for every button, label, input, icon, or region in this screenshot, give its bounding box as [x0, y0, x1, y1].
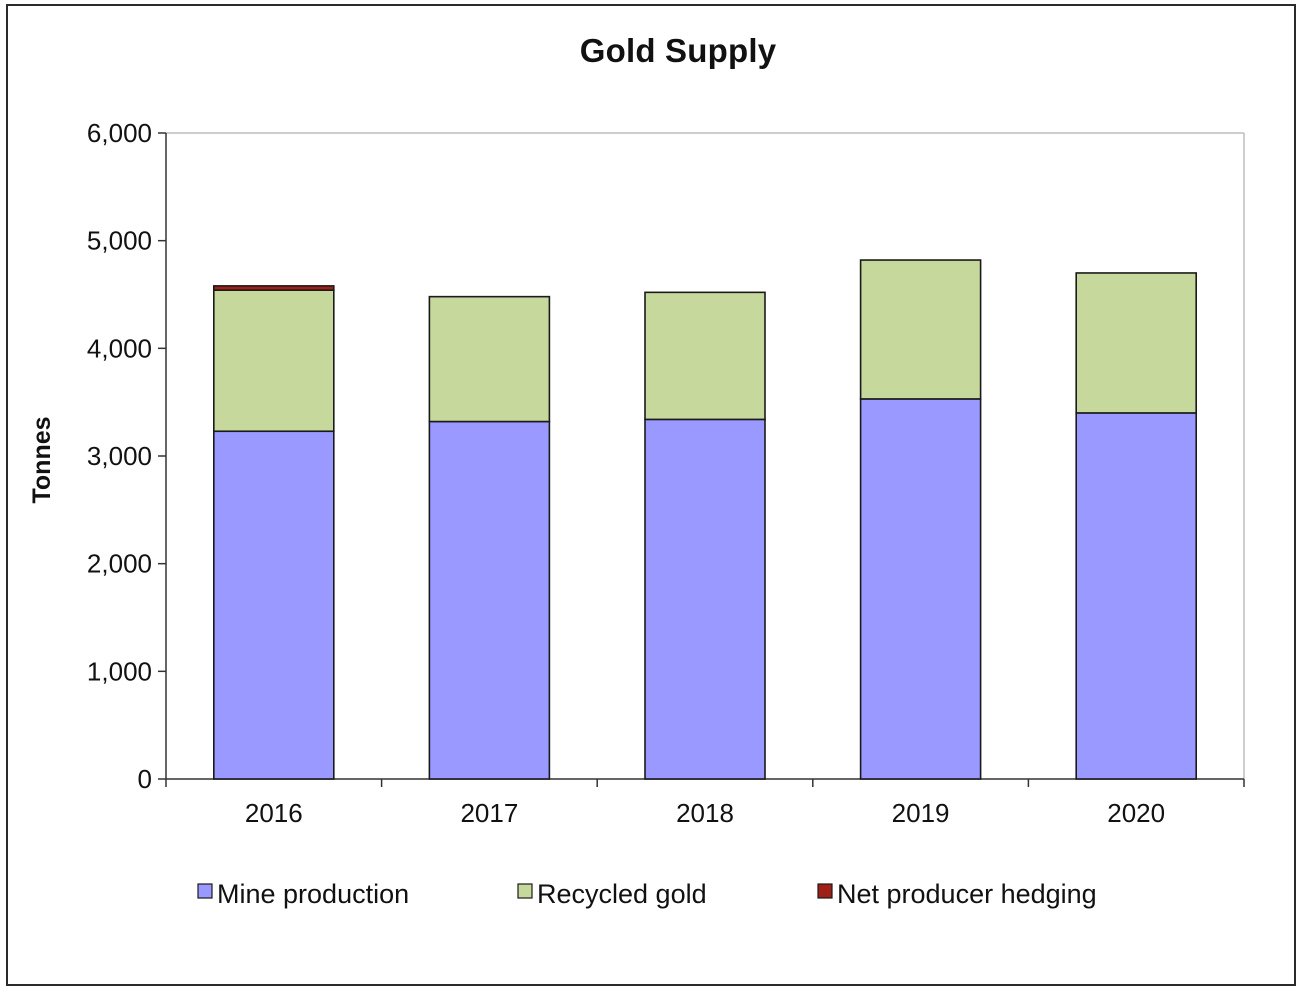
x-tick-label: 2016: [245, 798, 303, 828]
x-tick-label: 2018: [676, 798, 734, 828]
bar-segment-recycled-gold: [428, 295, 551, 423]
y-tick-label: 5,000: [87, 226, 152, 256]
y-tick-label: 3,000: [87, 441, 152, 471]
x-tick-label: 2020: [1107, 798, 1165, 828]
y-tick-label: 4,000: [87, 333, 152, 363]
bar-segment-net-producer-hedging: [213, 285, 335, 291]
x-tick-label: 2019: [892, 798, 950, 828]
bar-segment-mine-production: [428, 420, 551, 780]
legend-swatch: [817, 883, 833, 899]
legend-label: Mine production: [217, 879, 409, 909]
chart-title: Gold Supply: [579, 32, 777, 69]
bar-segment-recycled-gold: [1075, 272, 1197, 414]
legend-label: Net producer hedging: [837, 879, 1097, 909]
legend-label: Recycled gold: [537, 879, 707, 909]
y-tick-label: 6,000: [87, 118, 152, 148]
legend-swatch: [517, 883, 533, 899]
x-tick-label: 2017: [460, 798, 518, 828]
bar-segment-recycled-gold: [859, 259, 982, 400]
y-tick-label: 1,000: [87, 656, 152, 686]
bar-segment-recycled-gold: [213, 289, 335, 433]
bar-segment-mine-production: [644, 418, 766, 780]
x-tick-labels: 2016 2017 2018 2019 2020: [245, 798, 1165, 828]
legend-swatch: [197, 883, 213, 899]
bar-segment-mine-production: [213, 430, 335, 780]
y-axis-label: Tonnes: [28, 416, 56, 503]
legend: Mine production Recycled gold Net producer…: [197, 879, 1097, 909]
bar-segment-recycled-gold: [644, 291, 766, 421]
bar-segment-mine-production: [859, 398, 982, 780]
y-tick-label: 0: [138, 764, 152, 794]
bars: [213, 259, 1197, 780]
y-tick-label: 2,000: [87, 549, 152, 579]
y-tick-labels: 0 1,000 2,000 3,000 4,000 5,000 6,000: [87, 118, 152, 794]
bar-segment-mine-production: [1075, 412, 1197, 780]
